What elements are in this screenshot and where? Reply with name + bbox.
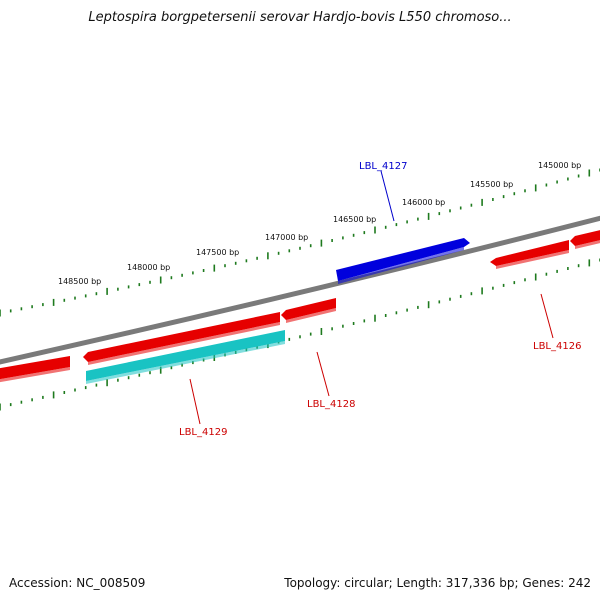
gene-label-lbl-4126[interactable]: LBL_4126 <box>533 341 581 352</box>
bp-label-147500: 147500 bp <box>196 248 239 257</box>
map-title: Leptospira borgpetersenii serovar Hardjo… <box>88 10 512 25</box>
accession-text: Accession: NC_008509 <box>9 576 146 590</box>
gene-lbl-4128-shade-b <box>88 322 280 365</box>
gene-lbl-4126-arrow-b[interactable] <box>570 229 600 246</box>
gene-features <box>0 229 600 384</box>
outer-tick-ring <box>0 168 600 317</box>
leader-lbl-4126 <box>540 293 554 339</box>
gene-lbl-4126-shade-b <box>575 240 600 249</box>
genome-summary-text: Topology: circular; Length: 317,336 bp; … <box>284 576 591 590</box>
bp-label-148000: 148000 bp <box>127 263 170 272</box>
gene-lbl-4127-shade <box>338 247 464 284</box>
bp-label-146000: 146000 bp <box>402 198 445 207</box>
leader-lbl-4128 <box>316 351 330 397</box>
bp-label-145000: 145000 bp <box>538 161 581 170</box>
gene-lbl-4126-shade-a <box>496 250 569 269</box>
gene-lbl-4127-arrow[interactable] <box>336 238 470 281</box>
bp-label-148500: 148500 bp <box>58 277 101 286</box>
gene-lbl-4128-arrow-b[interactable] <box>83 312 280 362</box>
gene-lbl-4129-shade <box>86 341 285 384</box>
gene-label-lbl-4129[interactable]: LBL_4129 <box>179 427 227 438</box>
gene-lbl-4128-shade-a <box>286 308 336 323</box>
gene-lbl-4126-arrow-a[interactable] <box>490 240 569 266</box>
gene-lbl-4128-arrow-a[interactable] <box>281 298 336 320</box>
gene-label-lbl-4128[interactable]: LBL_4128 <box>307 399 355 410</box>
bp-label-145500: 145500 bp <box>470 180 513 189</box>
gene-label-lbl-4127[interactable]: LBL_4127 <box>359 161 407 172</box>
leader-lbl-4127 <box>380 170 395 222</box>
gene-left-edge-shade <box>0 367 70 383</box>
chromosome-backbone <box>0 215 600 365</box>
bp-label-147000: 147000 bp <box>265 233 308 242</box>
leader-lbl-4129 <box>189 378 201 425</box>
bp-label-146500: 146500 bp <box>333 215 376 224</box>
gene-lbl-4129-arrow[interactable] <box>86 330 285 381</box>
gene-left-edge-arrow[interactable] <box>0 356 70 380</box>
